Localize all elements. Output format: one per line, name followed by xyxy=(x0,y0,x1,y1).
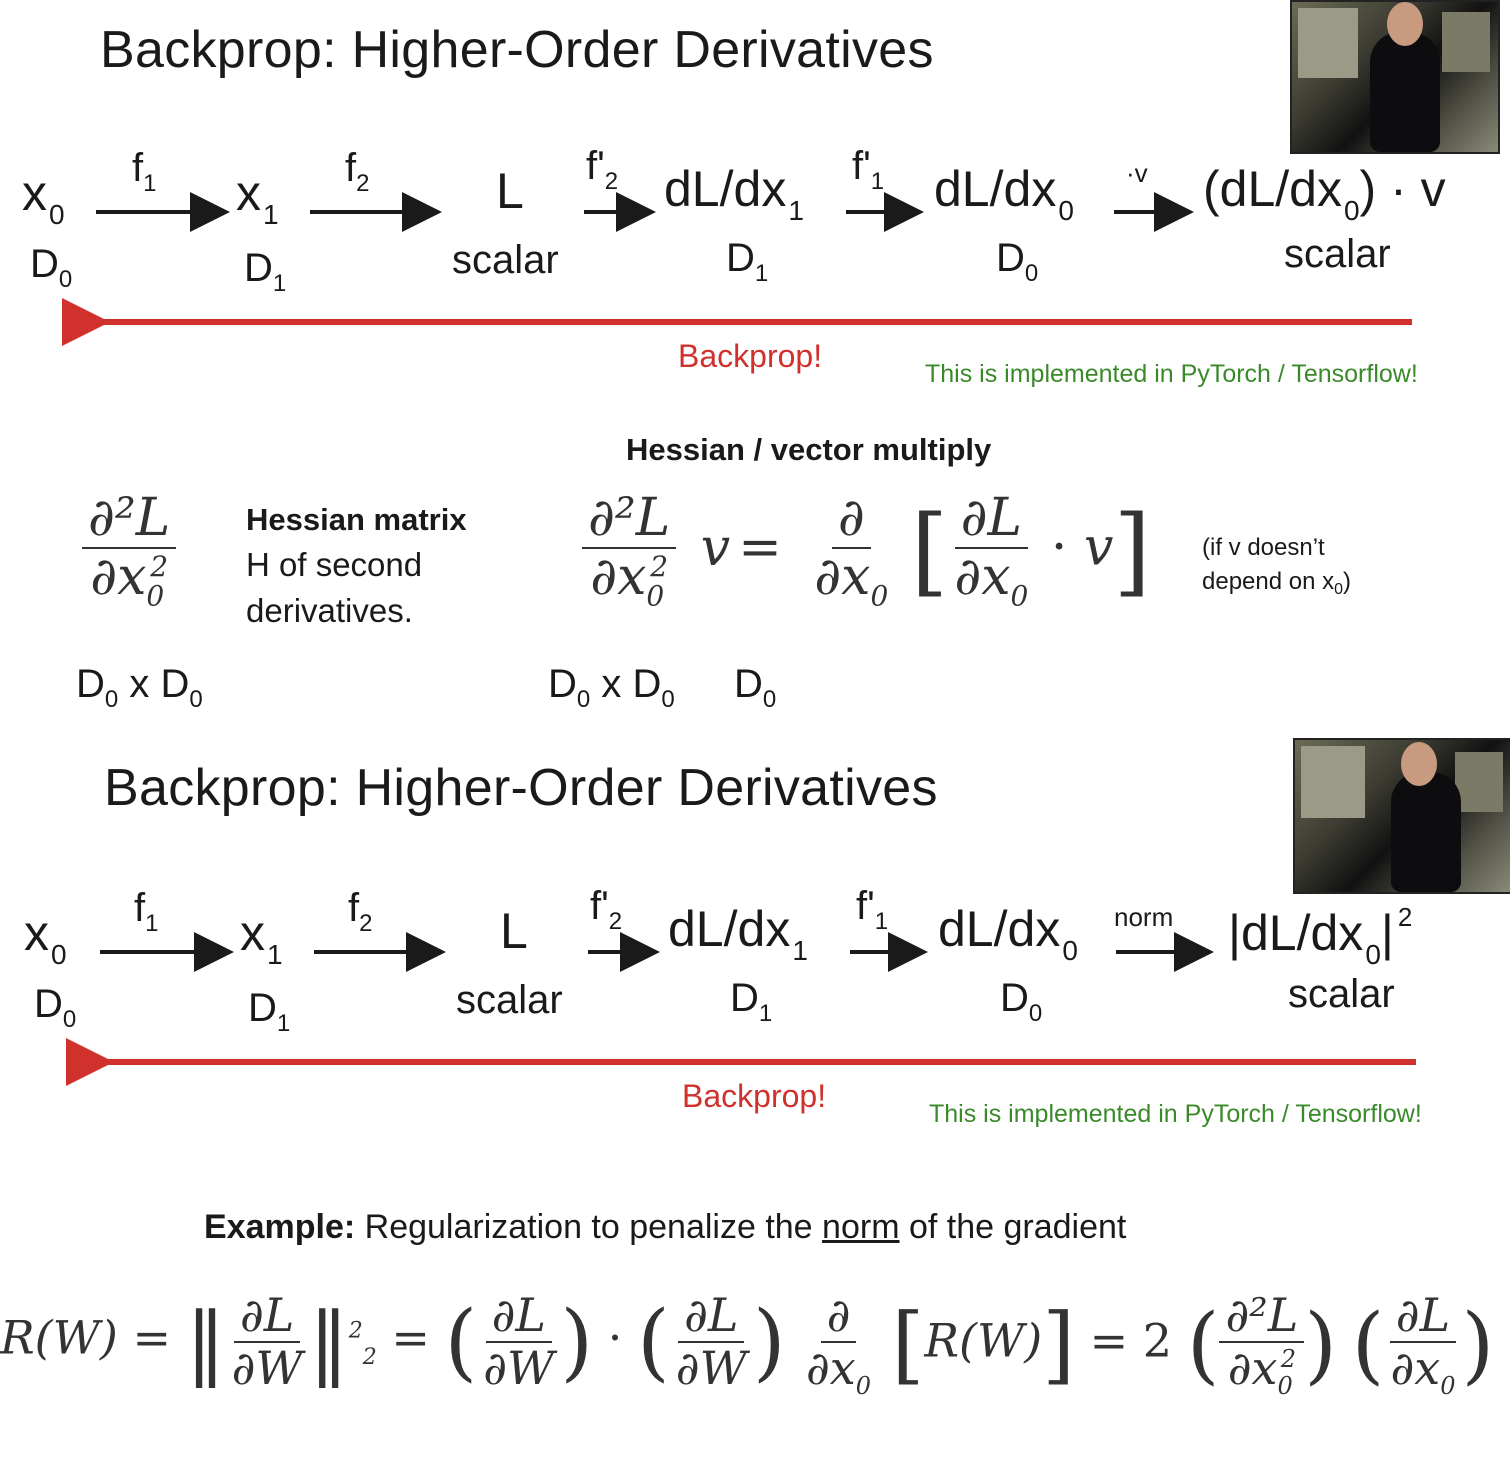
slide2-title: Backprop: Higher-Order Derivatives xyxy=(104,759,938,817)
dim-hessian-right: D0 x D0 xyxy=(548,662,675,713)
implemented-note-2: This is implemented in PyTorch / Tensorf… xyxy=(929,1100,1422,1128)
dim-dLdx1: D1 xyxy=(726,236,769,287)
dim-x1-2: D1 xyxy=(248,986,291,1037)
dim-x1: D1 xyxy=(244,246,287,297)
dim-result: scalar xyxy=(1284,232,1391,276)
chain-arrows-row2 xyxy=(66,932,1416,1086)
hessian-desc-1: H of second xyxy=(246,546,423,583)
x1-node: x1 xyxy=(236,165,279,230)
slide1-title: Backprop: Higher-Order Derivatives xyxy=(100,21,934,79)
hessian-desc-2: derivatives. xyxy=(246,592,413,629)
regularization-gradient-equation: ∂ ∂x0 [R(W)] = 2 (∂²L ∂x02) (∂L ∂x0) xyxy=(806,1288,1495,1400)
dim-v: D0 xyxy=(734,662,777,713)
dim-result-2: scalar xyxy=(1288,972,1395,1016)
f2-label: f2 xyxy=(345,146,370,197)
dim-hessian-left: D0 x D0 xyxy=(76,662,203,713)
hv-note-2: depend on x0) xyxy=(1202,568,1352,598)
f2-label-2: f2 xyxy=(348,886,373,937)
f2-prime-label: f'2 xyxy=(586,144,619,195)
hv-heading: Hessian / vector multiply xyxy=(626,432,992,467)
webcam-thumbnail xyxy=(1290,0,1500,154)
backprop-label-2: Backprop! xyxy=(682,1078,827,1114)
example-line: Example: Regularization to penalize the … xyxy=(204,1208,1127,1246)
f1-prime-label: f'1 xyxy=(852,144,885,195)
webcam-thumbnail-2 xyxy=(1293,738,1510,894)
backprop-label: Backprop! xyxy=(678,338,823,374)
f1-label: f1 xyxy=(132,146,157,197)
norm-scalar-node: |dL/dx0| 2 xyxy=(1228,902,1413,970)
hv-equation: ∂²L ∂x02 v = ∂ ∂x0 [∂L ∂x0 · v] xyxy=(582,489,1151,612)
dL-dx0-node: dL/dx0 xyxy=(934,161,1074,226)
norm-label: norm xyxy=(1114,902,1174,932)
x1-node-2: x1 xyxy=(240,905,283,970)
f1-label-2: f1 xyxy=(134,886,159,937)
dim-dLdx0: D0 xyxy=(996,236,1039,287)
x0-node: x0 xyxy=(22,165,65,230)
regularization-equation: R(W) = ‖ ∂L ∂W ‖22 = (∂L ∂W) · (∂L ∂W) xyxy=(0,1288,786,1395)
hessian-fraction: ∂²L ∂x02 xyxy=(82,489,177,612)
dot-v-label: ·v xyxy=(1126,158,1148,188)
loss-node: L xyxy=(496,163,524,219)
dL-dx0-node-2: dL/dx0 xyxy=(938,901,1078,966)
loss-node-2: L xyxy=(500,903,528,959)
hv-scalar-node: (dL/dx0) · v xyxy=(1203,161,1446,226)
hv-note-1: (if v doesn’t xyxy=(1202,534,1325,561)
x0-node-2: x0 xyxy=(24,905,67,970)
dim-dLdx0-2: D0 xyxy=(1000,976,1043,1027)
implemented-note: This is implemented in PyTorch / Tensorf… xyxy=(925,360,1418,388)
dim-L: scalar xyxy=(452,238,559,282)
dL-dx1-node-2: dL/dx1 xyxy=(668,901,808,966)
chain-arrows-row1 xyxy=(61,192,1412,346)
dim-x0: D0 xyxy=(30,242,73,293)
dim-dLdx1-2: D1 xyxy=(730,976,773,1027)
hessian-matrix-label: Hessian matrix xyxy=(246,502,467,537)
dim-x0-2: D0 xyxy=(34,982,77,1033)
dL-dx1-node: dL/dx1 xyxy=(664,161,804,226)
f2-prime-label-2: f'2 xyxy=(590,884,623,935)
f1-prime-label-2: f'1 xyxy=(856,884,889,935)
dim-L-2: scalar xyxy=(456,978,563,1022)
